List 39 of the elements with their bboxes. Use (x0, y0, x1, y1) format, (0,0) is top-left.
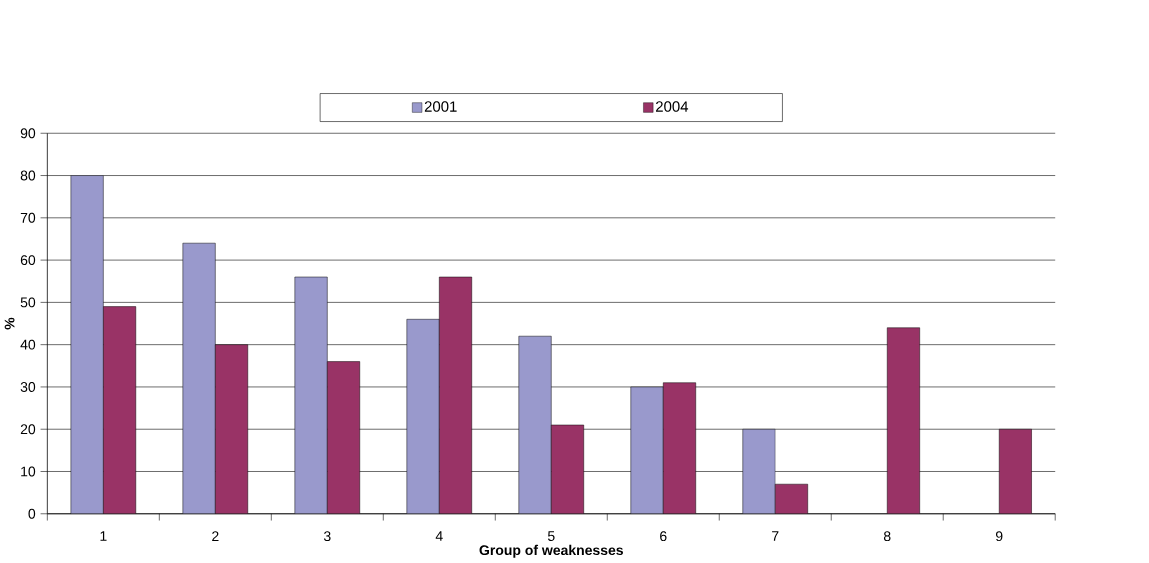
bar (630, 386, 664, 515)
legend-label: 2004 (656, 101, 689, 113)
bar (294, 277, 328, 515)
bar (182, 243, 216, 515)
bar (518, 336, 552, 515)
y-tick-label: 70 (20, 213, 36, 223)
y-tick-label: 40 (20, 339, 36, 350)
bar (742, 429, 776, 515)
bar (998, 429, 1032, 515)
y-tick-label: 20 (20, 424, 36, 435)
x-tick-label: 5 (547, 531, 555, 542)
y-tick-label: 0 (28, 509, 36, 519)
y-tick-label: 60 (20, 255, 36, 266)
x-tick-label: 4 (435, 531, 443, 542)
bar (406, 319, 440, 515)
x-tick-label: 2 (212, 531, 219, 542)
bar (439, 277, 472, 515)
y-tick-label: 30 (20, 382, 36, 393)
x-tick-label: 9 (995, 531, 1003, 542)
y-tick-label: 80 (20, 170, 36, 181)
bar (663, 382, 696, 515)
bar (215, 344, 249, 515)
bar (327, 361, 361, 515)
bar (103, 306, 137, 515)
bar (886, 327, 920, 515)
y-axis-title: % (4, 317, 15, 330)
x-tick-label: 6 (660, 531, 667, 542)
y-tick-label: 90 (20, 128, 36, 139)
legend-label: 2001 (424, 101, 457, 113)
x-tick-label: 8 (883, 531, 891, 542)
bar (775, 484, 808, 515)
y-tick-label: 10 (21, 466, 36, 477)
x-tick-label: 7 (772, 531, 779, 542)
x-tick-label: 3 (323, 531, 331, 542)
bar (70, 175, 104, 515)
y-tick-label: 50 (20, 297, 36, 308)
bar (551, 424, 584, 515)
x-tick-label: 1 (100, 531, 107, 542)
x-axis-title: Group of weaknesses (479, 545, 623, 559)
